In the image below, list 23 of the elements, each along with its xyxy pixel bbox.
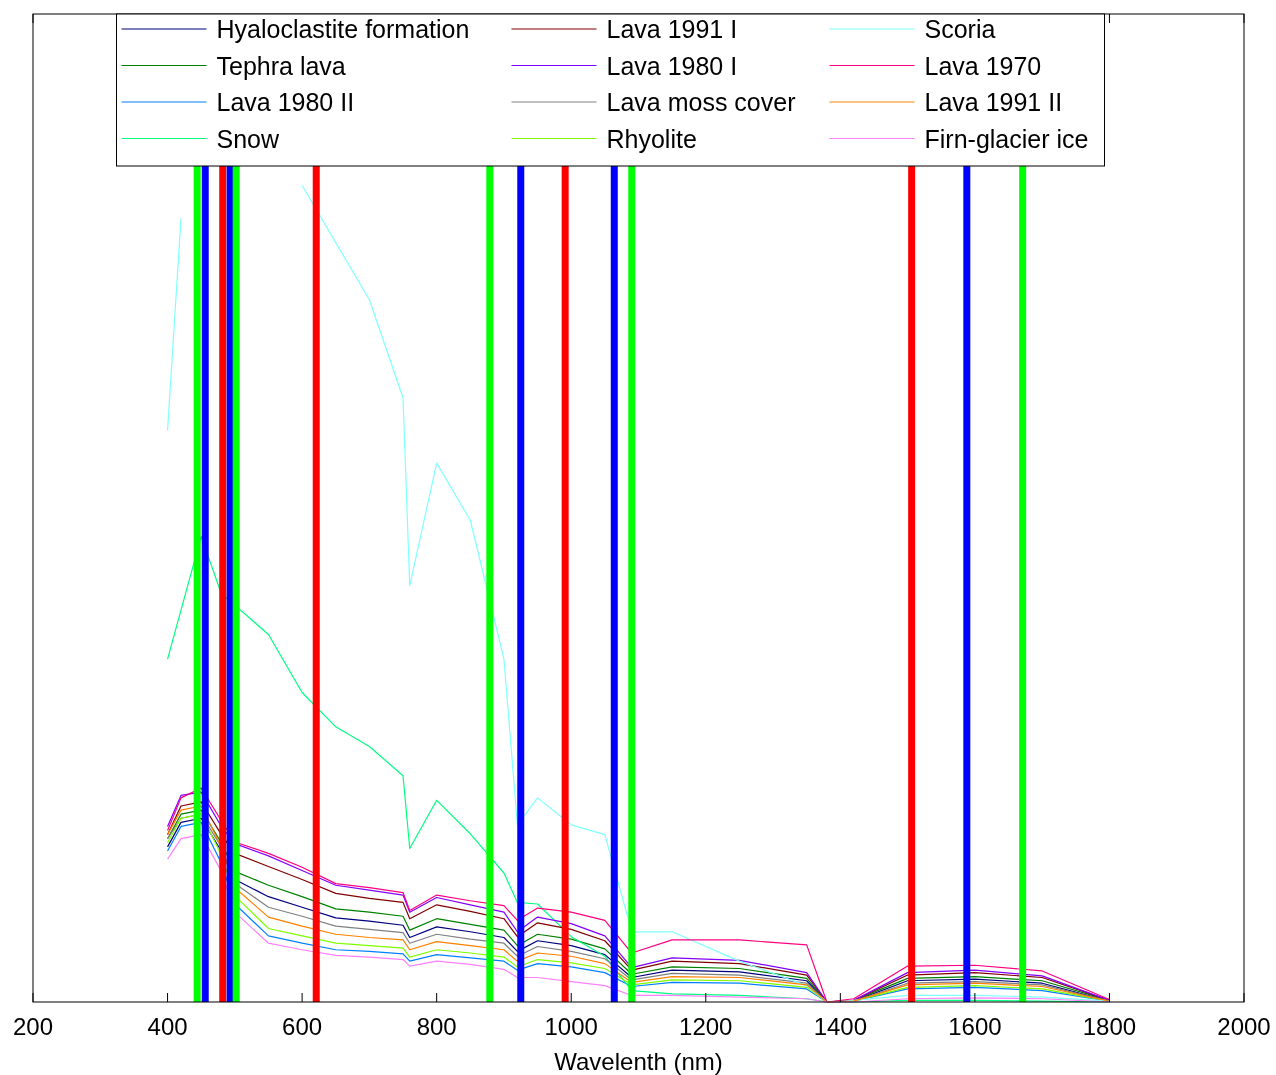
x-tick-label: 1200 bbox=[679, 1013, 733, 1040]
x-tick-label: 400 bbox=[147, 1013, 188, 1040]
x-tick-label: 1800 bbox=[1082, 1013, 1137, 1040]
legend-label: Firn-glacier ice bbox=[924, 124, 1089, 153]
x-tick-label: 1600 bbox=[948, 1013, 1002, 1040]
legend-label: Lava 1970 bbox=[924, 51, 1042, 80]
x-tick-label: 2000 bbox=[1217, 1013, 1271, 1040]
x-tick-label: 1000 bbox=[544, 1013, 598, 1040]
legend-label: Rhyolite bbox=[606, 124, 697, 153]
legend-label: Hyaloclastite formation bbox=[216, 15, 470, 43]
x-axis-title: Wavelenth (nm) bbox=[554, 1048, 723, 1075]
legend-label: Lava moss cover bbox=[606, 88, 796, 116]
legend-label: Snow bbox=[216, 124, 280, 153]
legend-label: Tephra lava bbox=[216, 51, 346, 80]
legend-label: Lava 1980 I bbox=[606, 51, 738, 80]
x-tick-label: 1400 bbox=[813, 1013, 868, 1040]
legend-label: Lava 1980 II bbox=[216, 88, 355, 116]
x-tick-label: 600 bbox=[282, 1013, 323, 1040]
legend-label: Lava 1991 II bbox=[924, 88, 1063, 116]
x-tick-label: 800 bbox=[416, 1013, 457, 1040]
x-tick-label: 200 bbox=[12, 1013, 54, 1040]
legend-label: Lava 1991 I bbox=[606, 15, 738, 43]
legend-label: Scoria bbox=[924, 15, 996, 43]
